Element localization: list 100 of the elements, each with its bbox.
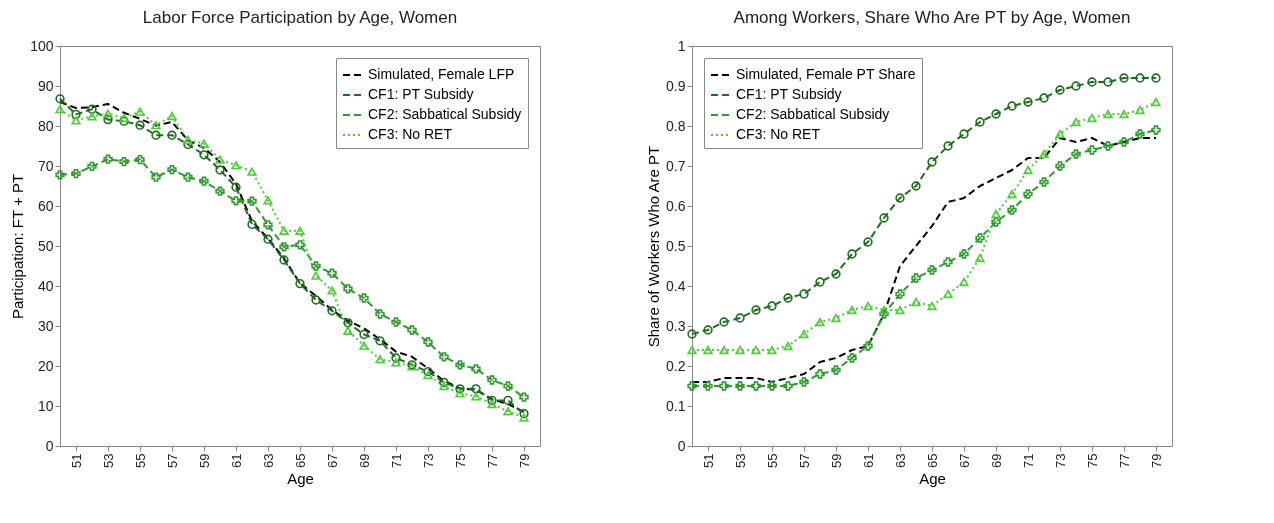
point bbox=[103, 109, 113, 118]
point bbox=[1119, 109, 1129, 119]
y-axis-title: Participation: FT + PT bbox=[9, 173, 27, 320]
point bbox=[215, 186, 225, 196]
x-tick-label: 57 bbox=[796, 453, 812, 468]
point bbox=[71, 109, 81, 120]
point bbox=[703, 381, 713, 391]
y-tick-label: 0.7 bbox=[666, 157, 686, 174]
point bbox=[719, 317, 729, 327]
point bbox=[519, 408, 529, 419]
y-tick-label: 10 bbox=[37, 397, 54, 414]
point bbox=[1039, 177, 1049, 187]
point bbox=[199, 150, 209, 160]
point bbox=[279, 255, 289, 265]
point bbox=[927, 265, 937, 275]
point bbox=[279, 226, 289, 235]
point bbox=[71, 116, 81, 125]
x-tick-label: 57 bbox=[164, 453, 180, 468]
point bbox=[359, 341, 369, 350]
point bbox=[1103, 109, 1113, 119]
point bbox=[167, 164, 177, 175]
point bbox=[247, 196, 257, 206]
point bbox=[735, 345, 745, 355]
point bbox=[1023, 97, 1033, 107]
point bbox=[471, 384, 481, 394]
point bbox=[103, 114, 113, 125]
point bbox=[1087, 145, 1097, 155]
point bbox=[847, 249, 857, 259]
legend-label: CF1: PT Subsidy bbox=[736, 86, 842, 102]
y-tick-label: 0 bbox=[45, 437, 54, 454]
point bbox=[687, 329, 697, 339]
point bbox=[439, 352, 449, 362]
x-tick-label: 61 bbox=[860, 453, 876, 468]
point bbox=[503, 395, 513, 406]
point bbox=[247, 167, 257, 176]
point bbox=[199, 139, 209, 148]
point bbox=[863, 301, 873, 311]
point bbox=[151, 130, 161, 140]
x-tick-label: 75 bbox=[452, 453, 468, 468]
point bbox=[799, 329, 809, 339]
point bbox=[991, 217, 1001, 227]
point bbox=[1151, 125, 1161, 135]
point bbox=[247, 219, 257, 230]
point bbox=[895, 305, 905, 315]
x-tick-label: 77 bbox=[1116, 453, 1132, 468]
point bbox=[1007, 101, 1017, 111]
point bbox=[135, 120, 145, 130]
x-tick-label: 51 bbox=[68, 453, 84, 468]
point bbox=[471, 392, 481, 401]
point bbox=[263, 196, 273, 205]
x-axis-title: Age bbox=[919, 469, 946, 487]
point bbox=[1071, 149, 1081, 159]
x-tick-label: 75 bbox=[1084, 453, 1100, 468]
point bbox=[1119, 137, 1129, 147]
point bbox=[959, 129, 969, 139]
legend-label: Simulated, Female PT Share bbox=[736, 66, 916, 82]
point bbox=[815, 369, 825, 379]
point bbox=[895, 193, 905, 203]
point bbox=[167, 130, 177, 140]
point bbox=[311, 261, 321, 271]
legend-label: CF2: Sabbatical Subsidy bbox=[368, 106, 522, 122]
point bbox=[423, 337, 433, 347]
x-tick-label: 55 bbox=[132, 453, 148, 468]
point bbox=[327, 306, 337, 316]
point bbox=[151, 172, 161, 182]
point bbox=[263, 220, 273, 230]
point bbox=[55, 94, 65, 104]
point bbox=[295, 226, 305, 235]
y-tick-label: 20 bbox=[37, 357, 54, 374]
y-tick-label: 0.2 bbox=[666, 357, 686, 374]
x-tick-label: 53 bbox=[100, 453, 116, 468]
point bbox=[487, 395, 497, 406]
point bbox=[815, 277, 825, 287]
point bbox=[927, 301, 937, 311]
point bbox=[311, 295, 321, 305]
y-tick-label: 0.6 bbox=[666, 197, 686, 214]
point bbox=[503, 381, 513, 391]
point bbox=[487, 399, 497, 409]
point bbox=[391, 353, 401, 363]
y-tick-label: 70 bbox=[37, 157, 54, 174]
point bbox=[199, 176, 209, 186]
point bbox=[343, 326, 353, 335]
point bbox=[943, 257, 953, 267]
y-tick-label: 0.4 bbox=[666, 277, 686, 294]
point bbox=[975, 233, 985, 243]
x-tick-label: 67 bbox=[956, 453, 972, 468]
y-tick-label: 0.3 bbox=[666, 317, 686, 334]
legend-label: CF2: Sabbatical Subsidy bbox=[736, 106, 890, 122]
point bbox=[767, 345, 777, 355]
y-tick-label: 0.9 bbox=[666, 77, 686, 94]
point bbox=[703, 325, 713, 335]
point bbox=[215, 165, 225, 175]
x-tick-label: 63 bbox=[260, 453, 276, 468]
x-tick-label: 61 bbox=[228, 453, 244, 468]
point bbox=[767, 301, 777, 311]
point bbox=[1071, 117, 1081, 127]
point bbox=[703, 345, 713, 355]
x-tick-label: 63 bbox=[892, 453, 908, 468]
point bbox=[471, 364, 481, 374]
point bbox=[311, 271, 321, 280]
